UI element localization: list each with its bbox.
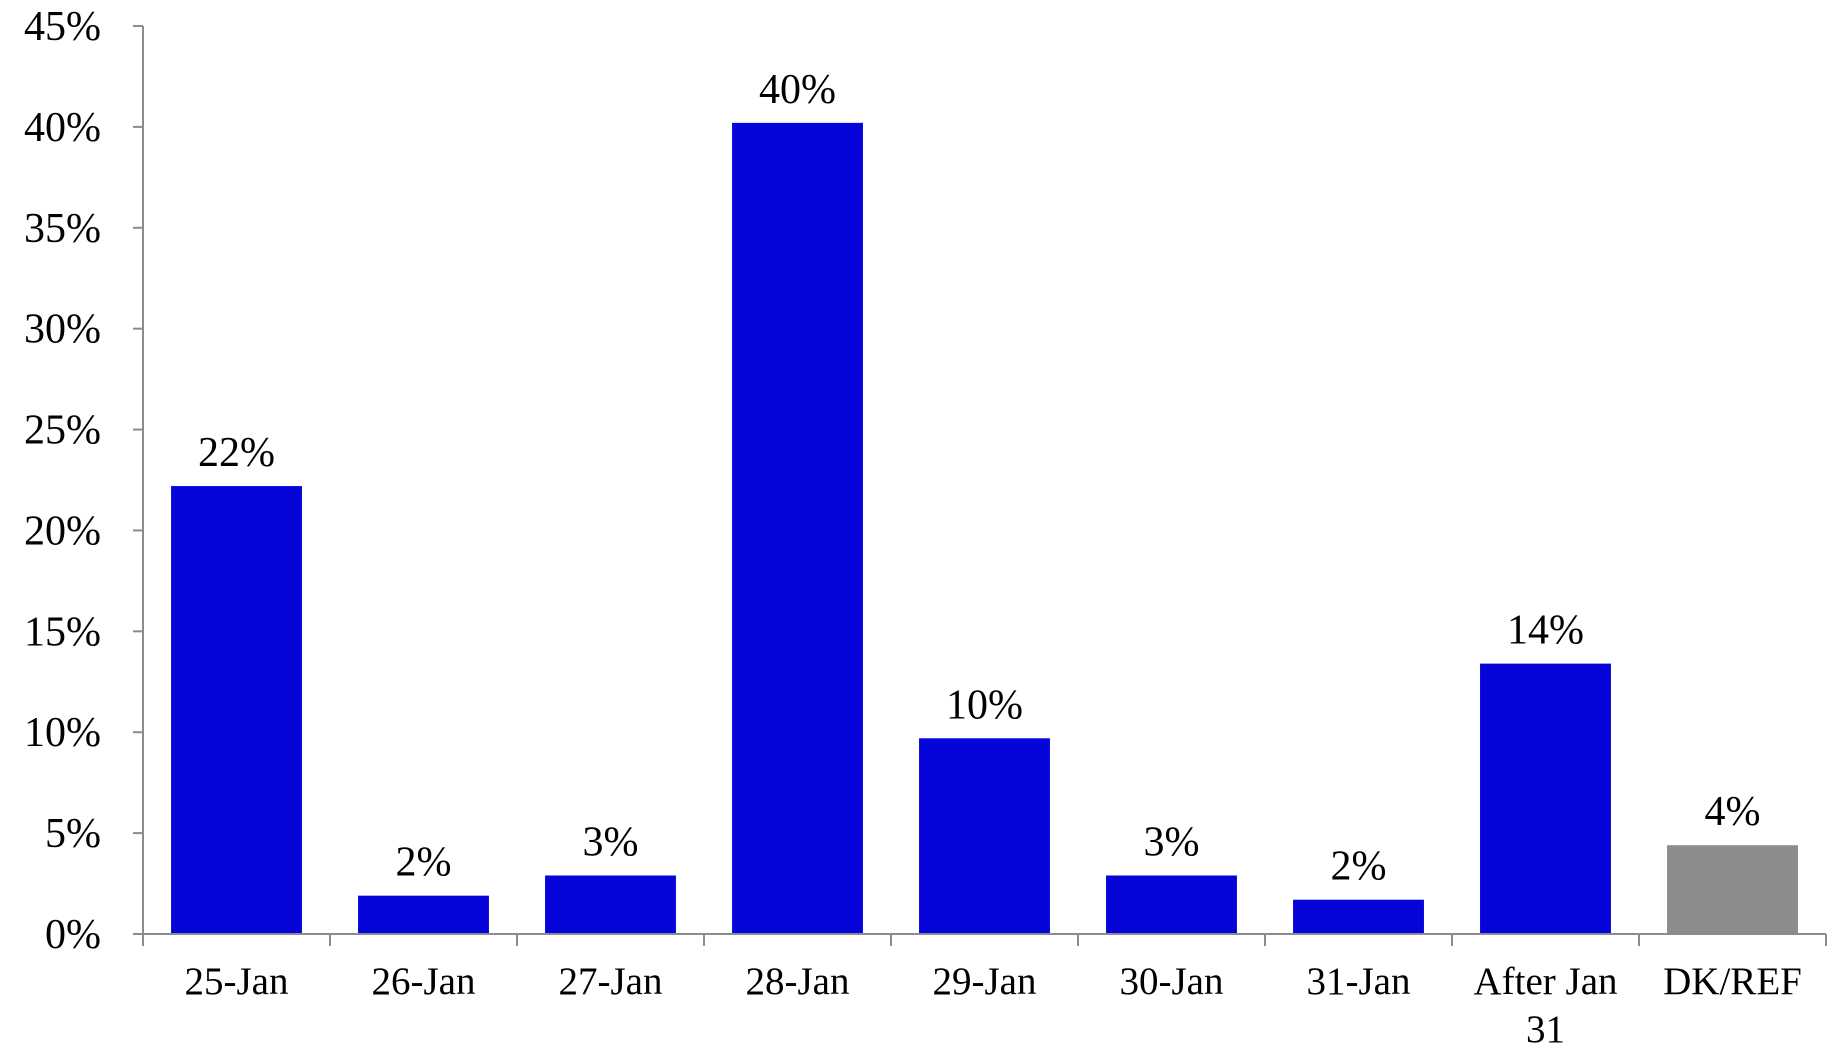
y-axis-ticks: 0% 5% 10% 15% 20% 25% 30% 35% 40% 45% — [24, 4, 143, 958]
data-label: 4% — [1705, 789, 1761, 835]
y-tick-label: 10% — [24, 710, 101, 756]
bar — [1106, 875, 1237, 934]
data-label: 2% — [396, 840, 452, 886]
data-labels: 22% 2% 3% 40% 10% 3% 2% 14% 4% — [198, 67, 1761, 890]
bar — [919, 738, 1050, 934]
data-label: 3% — [1144, 819, 1200, 865]
x-axis-ticks — [142, 934, 1827, 946]
y-tick-label: 45% — [24, 4, 101, 50]
category-label: 31-Jan — [1307, 960, 1411, 1003]
bar — [1667, 845, 1798, 934]
category-label: 25-Jan — [185, 960, 289, 1003]
y-tick-label: 30% — [24, 307, 101, 353]
category-label: After Jan 31 — [1473, 960, 1617, 1051]
category-labels: 25-Jan 26-Jan 27-Jan 28-Jan 29-Jan 30-Jan 31-J… — [185, 960, 1802, 1051]
y-tick-label: 5% — [45, 811, 101, 857]
bar — [732, 122, 863, 934]
y-tick-label: 40% — [24, 105, 101, 151]
y-tick-label: 0% — [45, 912, 101, 958]
category-label: 26-Jan — [372, 960, 476, 1003]
category-label: DK/REF — [1663, 960, 1802, 1003]
category-label: 30-Jan — [1120, 960, 1224, 1003]
category-label: 27-Jan — [559, 960, 663, 1003]
data-label: 2% — [1331, 844, 1387, 890]
y-tick-label: 25% — [24, 408, 101, 454]
bar — [545, 875, 676, 934]
data-label: 14% — [1507, 608, 1584, 654]
y-tick-label: 20% — [24, 508, 101, 554]
bars — [171, 122, 1798, 934]
bar — [358, 895, 489, 934]
data-label: 3% — [583, 819, 639, 865]
category-label: 29-Jan — [933, 960, 1037, 1003]
data-label: 10% — [946, 682, 1023, 728]
y-tick-label: 15% — [24, 609, 101, 655]
data-label: 40% — [759, 67, 836, 113]
bar — [1480, 663, 1611, 934]
category-label: 28-Jan — [746, 960, 850, 1003]
bar — [171, 486, 302, 934]
data-label: 22% — [198, 430, 275, 476]
y-tick-label: 35% — [24, 206, 101, 252]
bar — [1293, 899, 1424, 934]
